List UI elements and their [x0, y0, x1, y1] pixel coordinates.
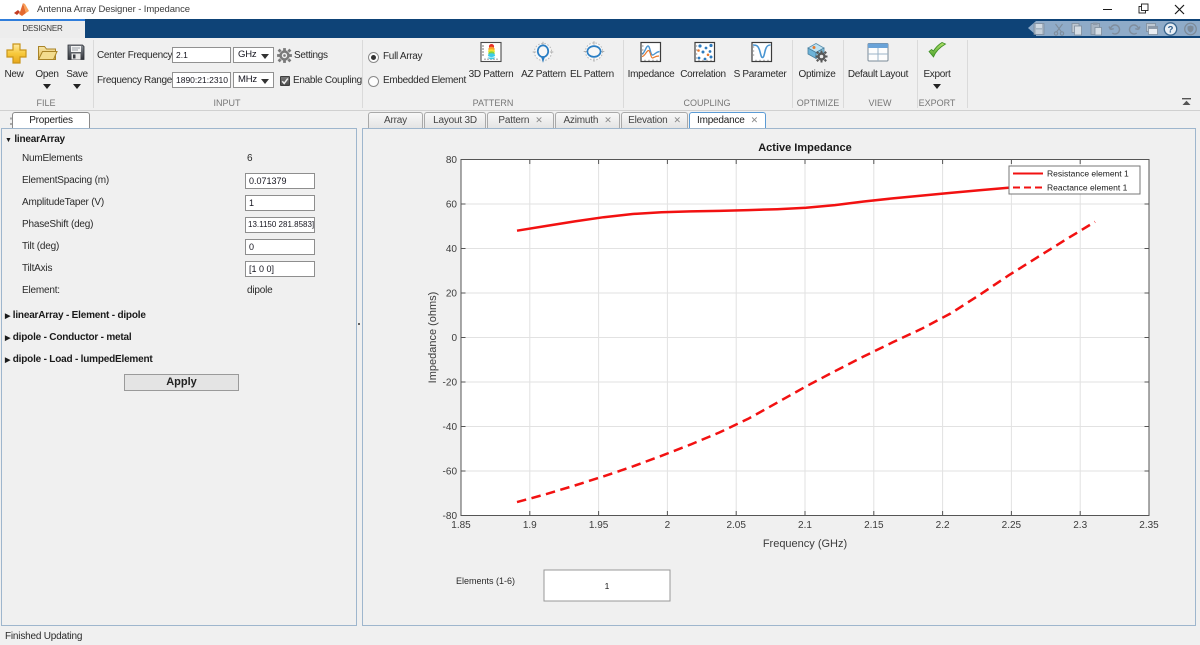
svg-text:2.05: 2.05	[726, 520, 746, 531]
svg-text:-20: -20	[443, 378, 458, 389]
svg-text:-60: -60	[443, 467, 458, 478]
svg-text:40: 40	[446, 244, 458, 255]
svg-text:0: 0	[451, 333, 457, 344]
svg-text:Resistance element 1: Resistance element 1	[1047, 169, 1129, 179]
svg-text:20: 20	[446, 289, 458, 300]
svg-text:2: 2	[665, 520, 671, 531]
svg-text:1: 1	[605, 581, 610, 591]
svg-text:Reactance element 1: Reactance element 1	[1047, 183, 1128, 193]
svg-text:Active Impedance: Active Impedance	[758, 142, 852, 154]
svg-text:1.85: 1.85	[451, 520, 471, 531]
svg-text:60: 60	[446, 200, 458, 211]
svg-text:2.35: 2.35	[1139, 520, 1159, 531]
svg-text:-40: -40	[443, 422, 458, 433]
svg-text:2.15: 2.15	[864, 520, 884, 531]
svg-text:Impedance (ohms): Impedance (ohms)	[427, 292, 439, 384]
svg-text:2.1: 2.1	[798, 520, 812, 531]
svg-text:Frequency (GHz): Frequency (GHz)	[763, 538, 847, 550]
svg-text:Elements (1-6): Elements (1-6)	[456, 576, 515, 586]
svg-text:?: ?	[1168, 24, 1174, 35]
svg-text:80: 80	[446, 155, 458, 166]
svg-text:-80: -80	[443, 511, 458, 522]
svg-text:2.2: 2.2	[936, 520, 950, 531]
svg-text:2.3: 2.3	[1073, 520, 1087, 531]
svg-text:1.95: 1.95	[589, 520, 609, 531]
svg-text:1.9: 1.9	[523, 520, 537, 531]
svg-text:2.25: 2.25	[1002, 520, 1022, 531]
